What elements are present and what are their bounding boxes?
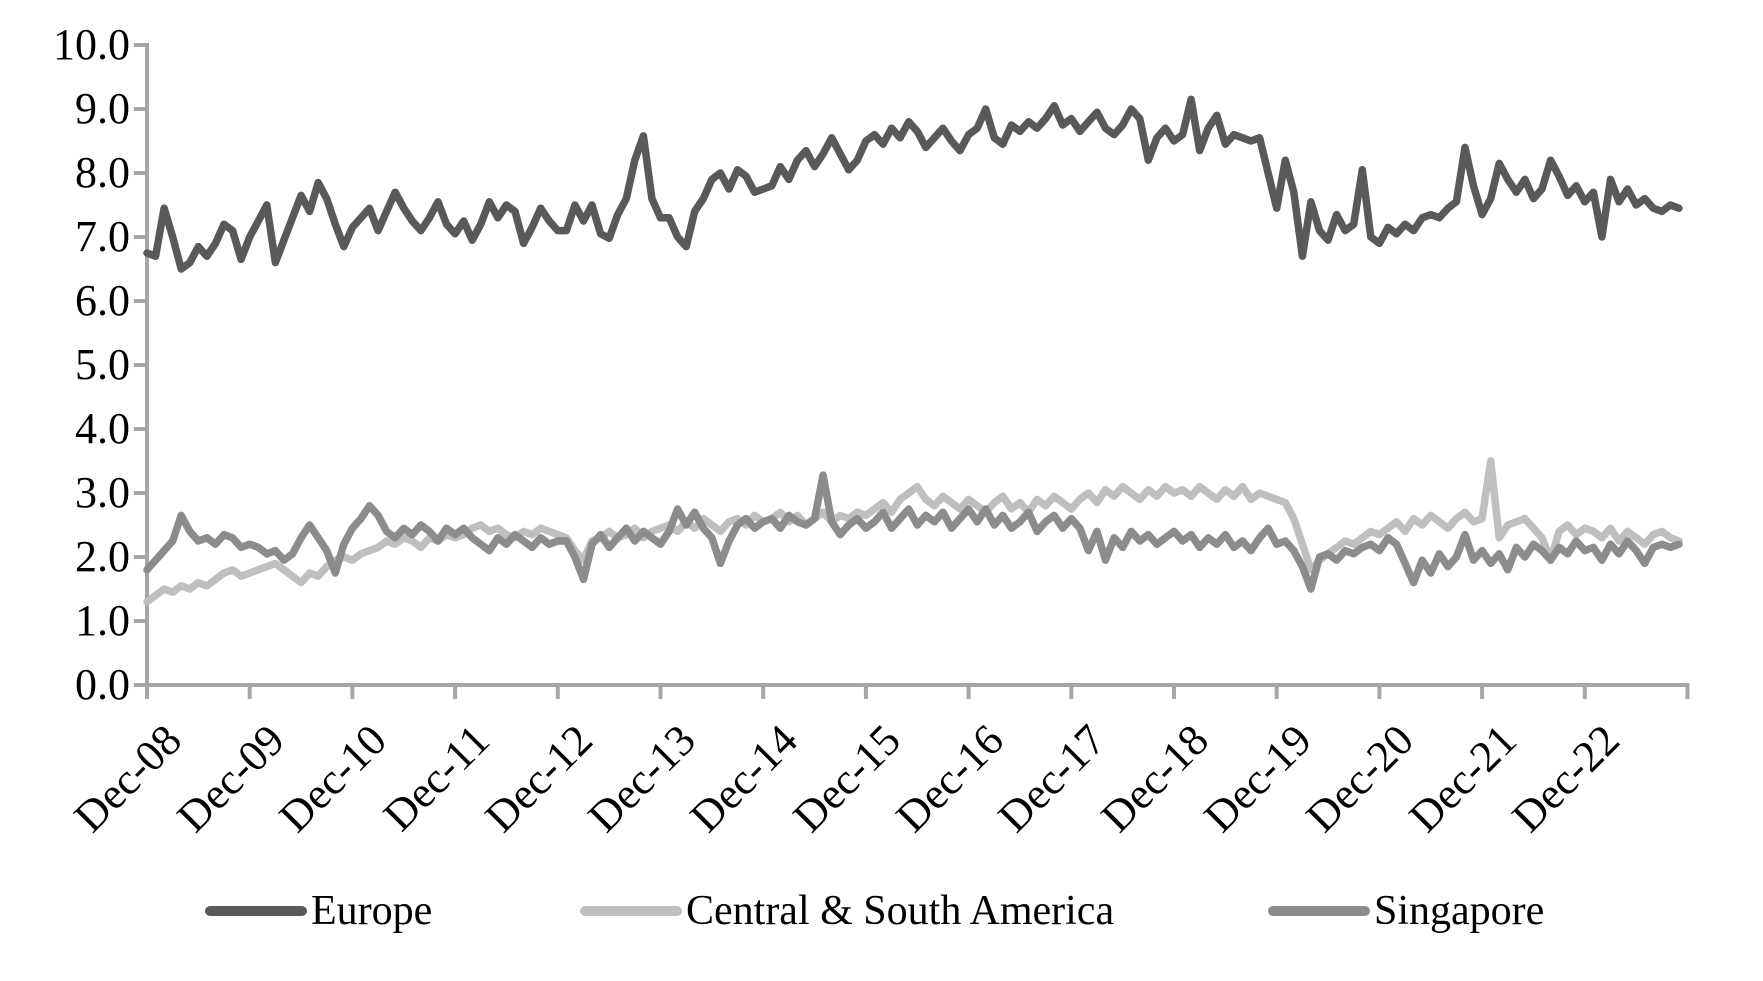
y-axis-tick-label: 4.0 [75, 404, 130, 453]
y-axis-tick-label: 1.0 [75, 596, 130, 645]
legend-item-europe: Europe [205, 889, 432, 933]
y-axis-tick-label: 3.0 [75, 468, 130, 517]
legend-label-singapore: Singapore [1374, 888, 1545, 934]
legend-label-europe: Europe [311, 888, 433, 934]
y-axis-tick-label: 7.0 [75, 212, 130, 261]
legend-item-singapore: Singapore [1268, 889, 1544, 933]
y-axis-tick-label: 9.0 [75, 84, 130, 133]
legend-swatch-central-south-america [580, 906, 682, 916]
y-axis-tick-label: 2.0 [75, 532, 130, 581]
legend-item-central-south-america: Central & South America [580, 889, 1114, 933]
y-axis-tick-label: 10.0 [53, 20, 130, 69]
series-line-central-south-america [143, 457, 1683, 606]
y-axis-tick-label: 8.0 [75, 148, 130, 197]
legend-label-central-south-america: Central & South America [686, 888, 1115, 934]
y-axis-tick-label: 5.0 [75, 340, 130, 389]
legend-swatch-europe [205, 906, 307, 916]
series-line-europe [143, 95, 1683, 273]
y-axis-tick-label: 6.0 [75, 276, 130, 325]
legend-swatch-singapore [1268, 906, 1370, 916]
series-line-singapore [143, 471, 1683, 593]
y-axis-tick-label: 0.0 [75, 660, 130, 709]
